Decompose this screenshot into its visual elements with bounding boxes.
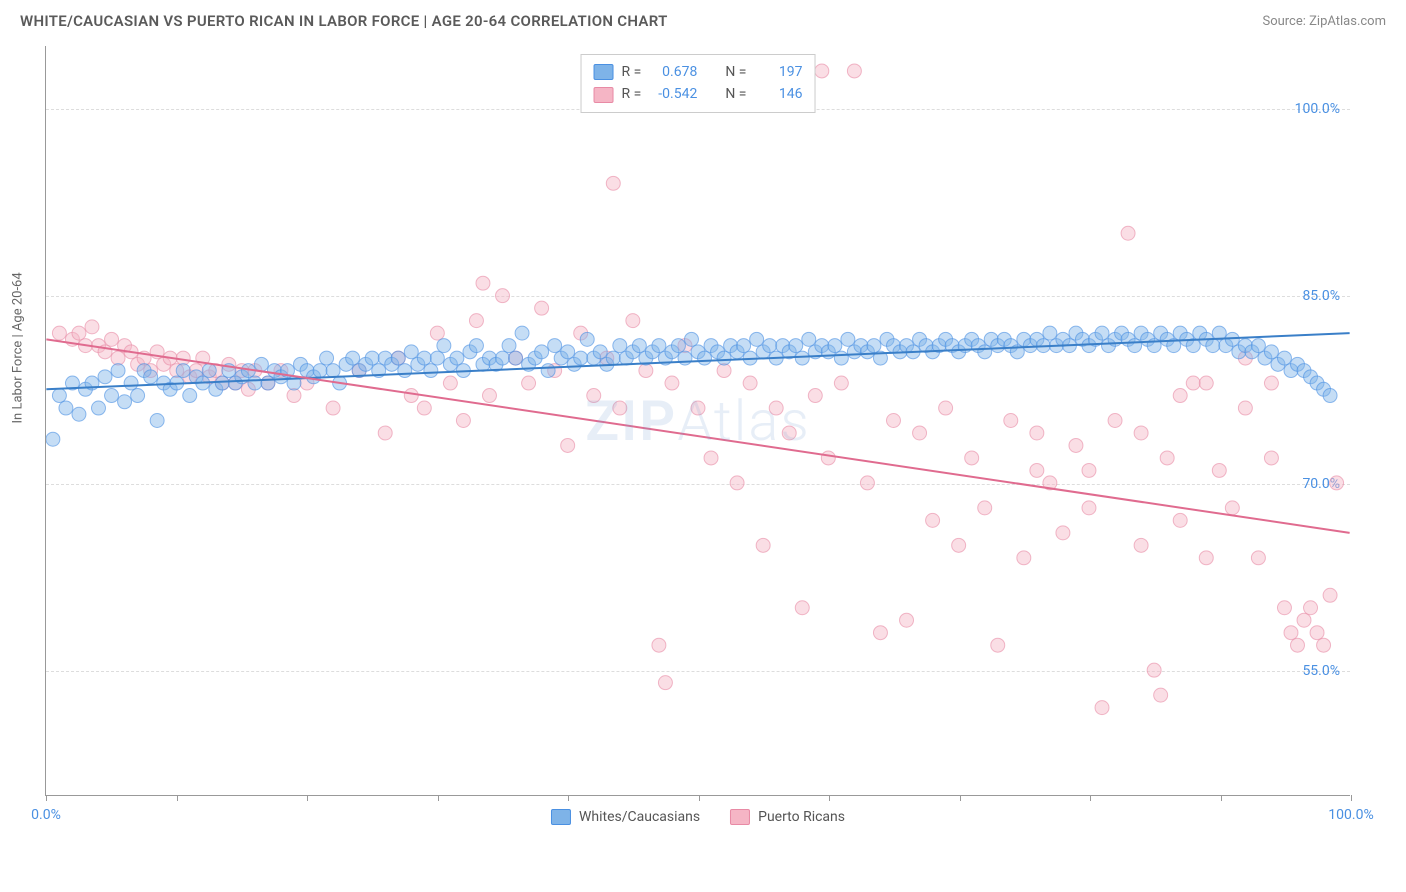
stats-legend: R = 0.678 N = 197 R = -0.542 N = 146 — [581, 54, 816, 113]
legend-row-2: R = -0.542 N = 146 — [594, 83, 803, 105]
legend-row-1: R = 0.678 N = 197 — [594, 61, 803, 83]
x-tick — [1090, 795, 1091, 801]
r-value-1: 0.678 — [649, 61, 697, 83]
x-tick — [307, 795, 308, 801]
x-tick — [1351, 795, 1352, 801]
chart-title: WHITE/CAUCASIAN VS PUERTO RICAN IN LABOR… — [20, 12, 668, 30]
n-value-2: 146 — [754, 83, 802, 105]
r-label-2: R = — [622, 83, 642, 105]
bottom-swatch-blue — [551, 809, 571, 825]
source-label: Source: ZipAtlas.com — [1262, 14, 1386, 29]
legend-swatch-blue — [594, 64, 614, 80]
x-tick — [177, 795, 178, 801]
trend-line — [46, 333, 1349, 389]
x-tick — [829, 795, 830, 801]
bottom-legend-item-1: Whites/Caucasians — [551, 809, 700, 825]
trend-lines-svg — [46, 46, 1350, 795]
y-axis-label: In Labor Force | Age 20-64 — [11, 272, 26, 423]
x-tick — [960, 795, 961, 801]
bottom-label-1: Whites/Caucasians — [579, 809, 700, 825]
bottom-legend-item-2: Puerto Ricans — [730, 809, 845, 825]
x-tick-label: 100.0% — [1328, 807, 1373, 823]
legend-swatch-pink — [594, 87, 614, 103]
n-value-1: 197 — [754, 61, 802, 83]
n-label-2: N = — [725, 83, 746, 105]
x-tick — [46, 795, 47, 801]
bottom-swatch-pink — [730, 809, 750, 825]
x-tick — [1221, 795, 1222, 801]
x-tick — [438, 795, 439, 801]
r-label-1: R = — [622, 61, 642, 83]
chart-container: In Labor Force | Age 20-64 ZIPAtlas R = … — [0, 36, 1406, 846]
trend-line — [46, 339, 1349, 532]
x-tick-label: 0.0% — [31, 807, 61, 823]
x-tick — [568, 795, 569, 801]
bottom-label-2: Puerto Ricans — [758, 809, 845, 825]
r-value-2: -0.542 — [649, 83, 697, 105]
plot-area: ZIPAtlas R = 0.678 N = 197 R = -0.542 N … — [45, 46, 1350, 796]
x-tick — [699, 795, 700, 801]
n-label-1: N = — [725, 61, 746, 83]
bottom-legend: Whites/Caucasians Puerto Ricans — [551, 809, 845, 825]
